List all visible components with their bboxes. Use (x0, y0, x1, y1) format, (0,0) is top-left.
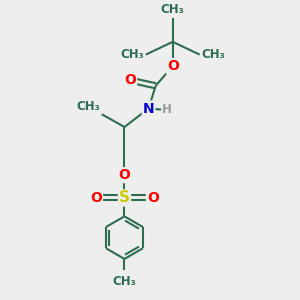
Text: H: H (162, 103, 172, 116)
Text: S: S (119, 190, 130, 206)
Text: CH₃: CH₃ (112, 274, 136, 287)
Text: CH₃: CH₃ (201, 48, 225, 61)
Text: O: O (124, 73, 136, 87)
Text: CH₃: CH₃ (121, 48, 144, 61)
Text: CH₃: CH₃ (76, 100, 100, 113)
Text: O: O (90, 191, 102, 205)
Text: CH₃: CH₃ (161, 3, 184, 16)
Text: O: O (118, 168, 130, 182)
Text: O: O (167, 59, 178, 73)
Text: N: N (143, 101, 154, 116)
Text: O: O (147, 191, 159, 205)
